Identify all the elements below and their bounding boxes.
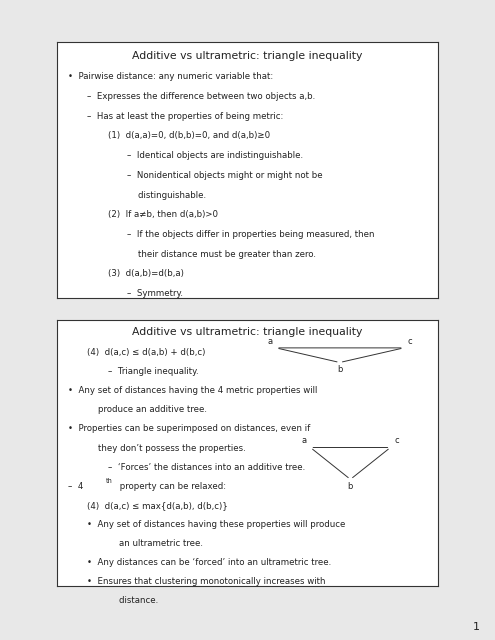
Text: –  Symmetry.: – Symmetry. (127, 289, 184, 298)
Text: •  Ensures that clustering monotonically increases with: • Ensures that clustering monotonically … (88, 577, 326, 586)
Text: –  If the objects differ in properties being measured, then: – If the objects differ in properties be… (127, 230, 375, 239)
Text: •  Any set of distances having the 4 metric properties will: • Any set of distances having the 4 metr… (68, 386, 318, 395)
Text: –  Identical objects are indistinguishable.: – Identical objects are indistinguishabl… (127, 151, 303, 160)
Text: (4)  d(a,c) ≤ d(a,b) + d(b,c): (4) d(a,c) ≤ d(a,b) + d(b,c) (88, 348, 206, 357)
Text: c: c (407, 337, 412, 346)
Text: (2)  If a≠b, then d(a,b)>0: (2) If a≠b, then d(a,b)>0 (108, 211, 218, 220)
Text: an ultrametric tree.: an ultrametric tree. (108, 539, 203, 548)
Text: –  Expresses the difference between two objects a,b.: – Expresses the difference between two o… (88, 92, 316, 101)
Text: Additive vs ultrametric: triangle inequality: Additive vs ultrametric: triangle inequa… (132, 328, 363, 337)
Text: distinguishable.: distinguishable. (127, 191, 206, 200)
Text: their distance must be greater than zero.: their distance must be greater than zero… (127, 250, 316, 259)
Text: (1)  d(a,a)=0, d(b,b)=0, and d(a,b)≥0: (1) d(a,a)=0, d(b,b)=0, and d(a,b)≥0 (108, 131, 270, 140)
Text: a: a (267, 337, 272, 346)
Text: th: th (106, 478, 112, 484)
Text: •  Any set of distances having these properties will produce: • Any set of distances having these prop… (88, 520, 346, 529)
Text: (4)  d(a,c) ≤ max{d(a,b), d(b,c)}: (4) d(a,c) ≤ max{d(a,b), d(b,c)} (88, 501, 228, 510)
Text: b: b (347, 482, 353, 491)
Text: 1: 1 (473, 622, 480, 632)
Text: distance.: distance. (108, 596, 158, 605)
Text: –  Triangle inequality.: – Triangle inequality. (108, 367, 199, 376)
Text: c: c (394, 436, 399, 445)
Text: •  Properties can be superimposed on distances, even if: • Properties can be superimposed on dist… (68, 424, 310, 433)
Text: •  Pairwise distance: any numeric variable that:: • Pairwise distance: any numeric variabl… (68, 72, 274, 81)
Text: b: b (337, 365, 343, 374)
Text: –  ‘Forces’ the distances into an additive tree.: – ‘Forces’ the distances into an additiv… (108, 463, 305, 472)
Text: they don’t possess the properties.: they don’t possess the properties. (88, 444, 246, 452)
Text: –  4: – 4 (68, 482, 84, 491)
Text: property can be relaxed:: property can be relaxed: (117, 482, 226, 491)
Text: a: a (301, 436, 306, 445)
Text: •  Any distances can be ‘forced’ into an ultrametric tree.: • Any distances can be ‘forced’ into an … (88, 558, 332, 567)
Text: produce an additive tree.: produce an additive tree. (88, 405, 207, 414)
Text: –  Has at least the properties of being metric:: – Has at least the properties of being m… (88, 112, 284, 121)
Text: –  Nonidentical objects might or might not be: – Nonidentical objects might or might no… (127, 171, 323, 180)
Text: (3)  d(a,b)=d(b,a): (3) d(a,b)=d(b,a) (108, 269, 184, 278)
Text: Additive vs ultrametric: triangle inequality: Additive vs ultrametric: triangle inequa… (132, 51, 363, 61)
